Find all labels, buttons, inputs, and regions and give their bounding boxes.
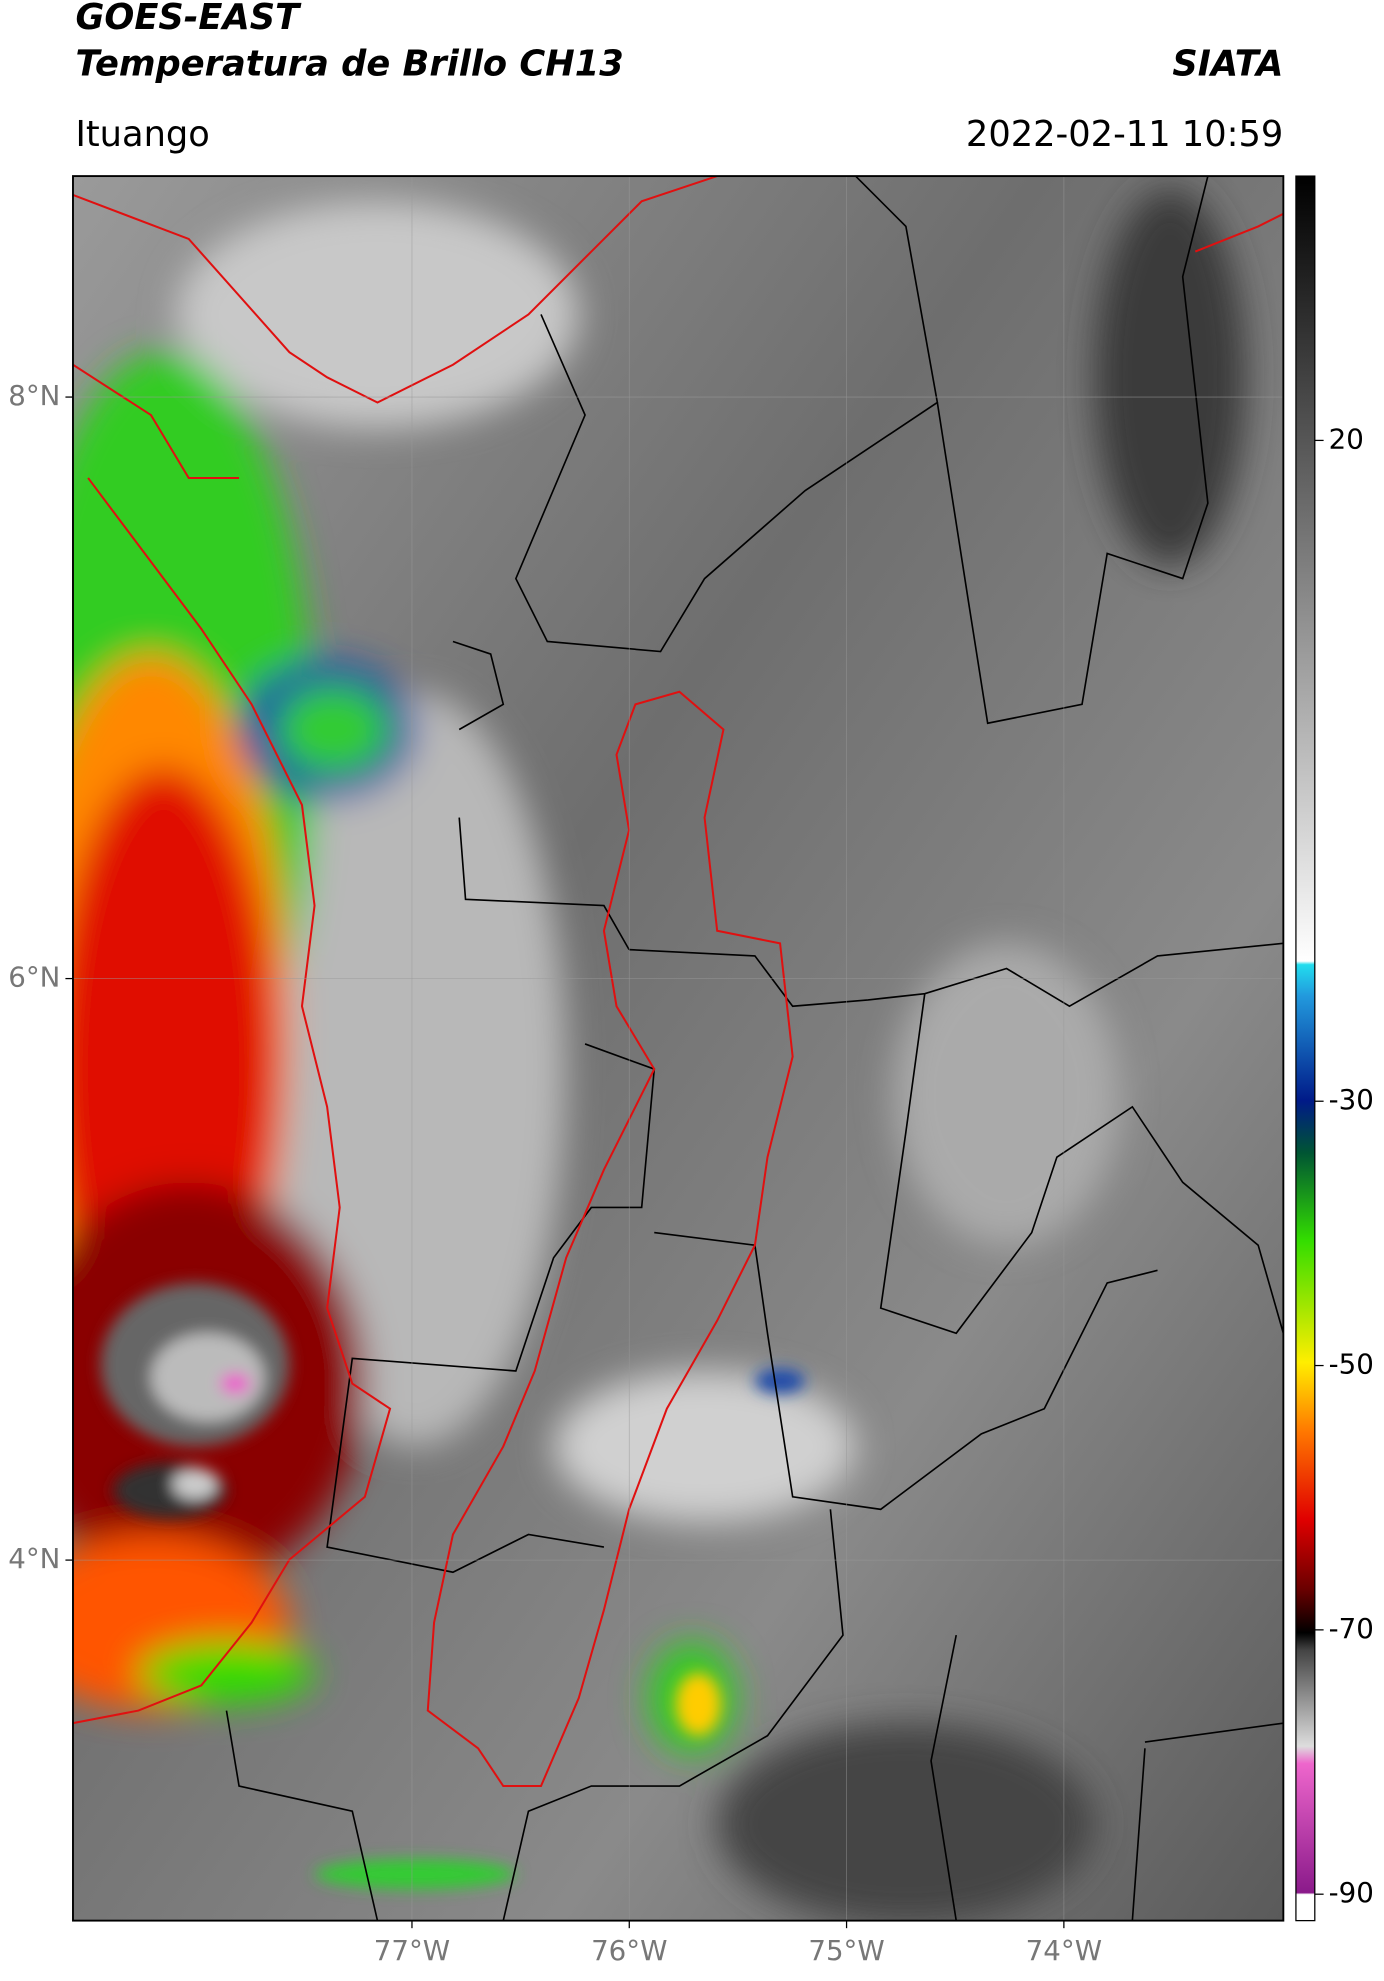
x-tick-label: 75°W [808,1934,884,1967]
colorbar-tick-label: -30 [1329,1083,1374,1116]
x-tick-label: 77°W [374,1934,450,1967]
colorbar-tick-label: -70 [1329,1612,1374,1645]
grid [72,176,1284,1921]
colorbar-tick-label: -90 [1329,1876,1374,1909]
source: SIATA [1172,43,1283,84]
title: GOES-EAST [75,0,302,38]
x-tick-label: 76°W [591,1934,667,1967]
colorbar [1295,175,1316,1922]
colorbar-tick-label: 20 [1329,422,1364,455]
satellite-image [72,176,1284,1921]
timestamp: 2022-02-11 10:59 [966,114,1283,155]
y-tick-label: 6°N [8,961,60,994]
y-tick-label: 4°N [8,1542,60,1575]
map-frame [72,175,1285,1922]
subtitle: Temperatura de Brillo CH13 [75,43,623,84]
location: Ituango [75,114,209,155]
x-tick-label: 74°W [1026,1934,1102,1967]
y-tick-label: 8°N [8,379,60,412]
colorbar-tick-label: -50 [1329,1348,1374,1381]
